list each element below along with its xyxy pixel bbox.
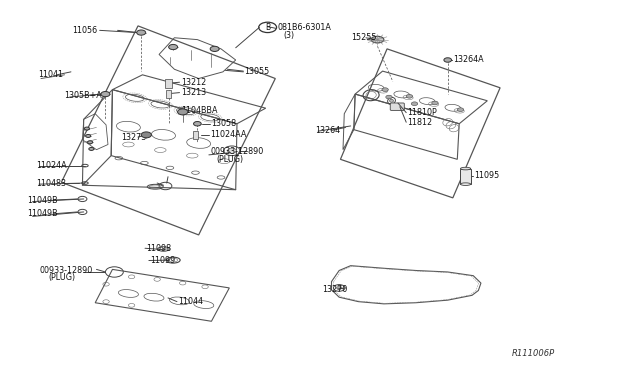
Text: 11812: 11812 xyxy=(408,119,433,128)
Text: 15255: 15255 xyxy=(351,33,377,42)
Text: (PLUG): (PLUG) xyxy=(48,273,75,282)
Circle shape xyxy=(227,148,236,153)
Circle shape xyxy=(458,108,464,112)
Text: 13264A: 13264A xyxy=(454,55,484,64)
Circle shape xyxy=(386,95,392,99)
Text: 13213: 13213 xyxy=(180,88,206,97)
Text: (PLUG): (PLUG) xyxy=(216,155,244,164)
Text: 1305B+A: 1305B+A xyxy=(65,91,102,100)
Text: 00933-12890: 00933-12890 xyxy=(210,147,264,156)
Ellipse shape xyxy=(390,99,394,102)
Bar xyxy=(461,169,470,184)
Circle shape xyxy=(412,102,418,106)
Text: 11049B: 11049B xyxy=(28,196,58,205)
Bar xyxy=(166,90,172,98)
Circle shape xyxy=(210,46,219,51)
Circle shape xyxy=(177,109,188,115)
Text: 13058: 13058 xyxy=(211,119,237,128)
Text: 11049B: 11049B xyxy=(28,209,58,218)
Text: (3): (3) xyxy=(284,31,295,41)
Text: 13270: 13270 xyxy=(323,285,348,294)
Circle shape xyxy=(89,147,94,150)
Text: 13055: 13055 xyxy=(244,67,270,76)
Circle shape xyxy=(88,141,93,144)
Circle shape xyxy=(141,132,152,138)
Circle shape xyxy=(432,101,438,105)
Text: 13212: 13212 xyxy=(180,78,206,87)
Text: 13273: 13273 xyxy=(121,132,146,142)
Text: 11810P: 11810P xyxy=(408,108,437,117)
Circle shape xyxy=(101,92,110,97)
Ellipse shape xyxy=(461,167,470,170)
Text: 110483: 110483 xyxy=(36,179,66,187)
Text: 081B6-6301A: 081B6-6301A xyxy=(278,23,332,32)
Bar xyxy=(166,79,172,88)
Ellipse shape xyxy=(461,183,470,186)
Circle shape xyxy=(406,94,413,98)
Text: 11024A: 11024A xyxy=(36,161,67,170)
Text: 11044: 11044 xyxy=(178,297,204,306)
Text: 11098: 11098 xyxy=(147,244,172,253)
Text: 11024AA: 11024AA xyxy=(210,130,246,140)
Circle shape xyxy=(137,30,146,35)
Circle shape xyxy=(444,58,452,62)
Text: 11056: 11056 xyxy=(72,26,98,35)
Text: 11041: 11041 xyxy=(38,70,63,79)
Text: 11095: 11095 xyxy=(474,171,500,180)
Circle shape xyxy=(169,44,177,49)
Circle shape xyxy=(337,286,342,289)
Circle shape xyxy=(382,88,388,92)
Ellipse shape xyxy=(371,36,384,43)
Text: 00933-12890: 00933-12890 xyxy=(39,266,92,275)
Text: B: B xyxy=(265,23,270,32)
Text: R111006P: R111006P xyxy=(511,349,555,358)
Circle shape xyxy=(86,135,91,137)
FancyBboxPatch shape xyxy=(390,103,404,110)
Circle shape xyxy=(84,127,90,130)
Text: 11099: 11099 xyxy=(150,256,175,265)
Text: 1104BBA: 1104BBA xyxy=(180,106,218,115)
Text: 13264: 13264 xyxy=(315,126,340,135)
Bar xyxy=(193,131,198,139)
Circle shape xyxy=(193,122,201,126)
